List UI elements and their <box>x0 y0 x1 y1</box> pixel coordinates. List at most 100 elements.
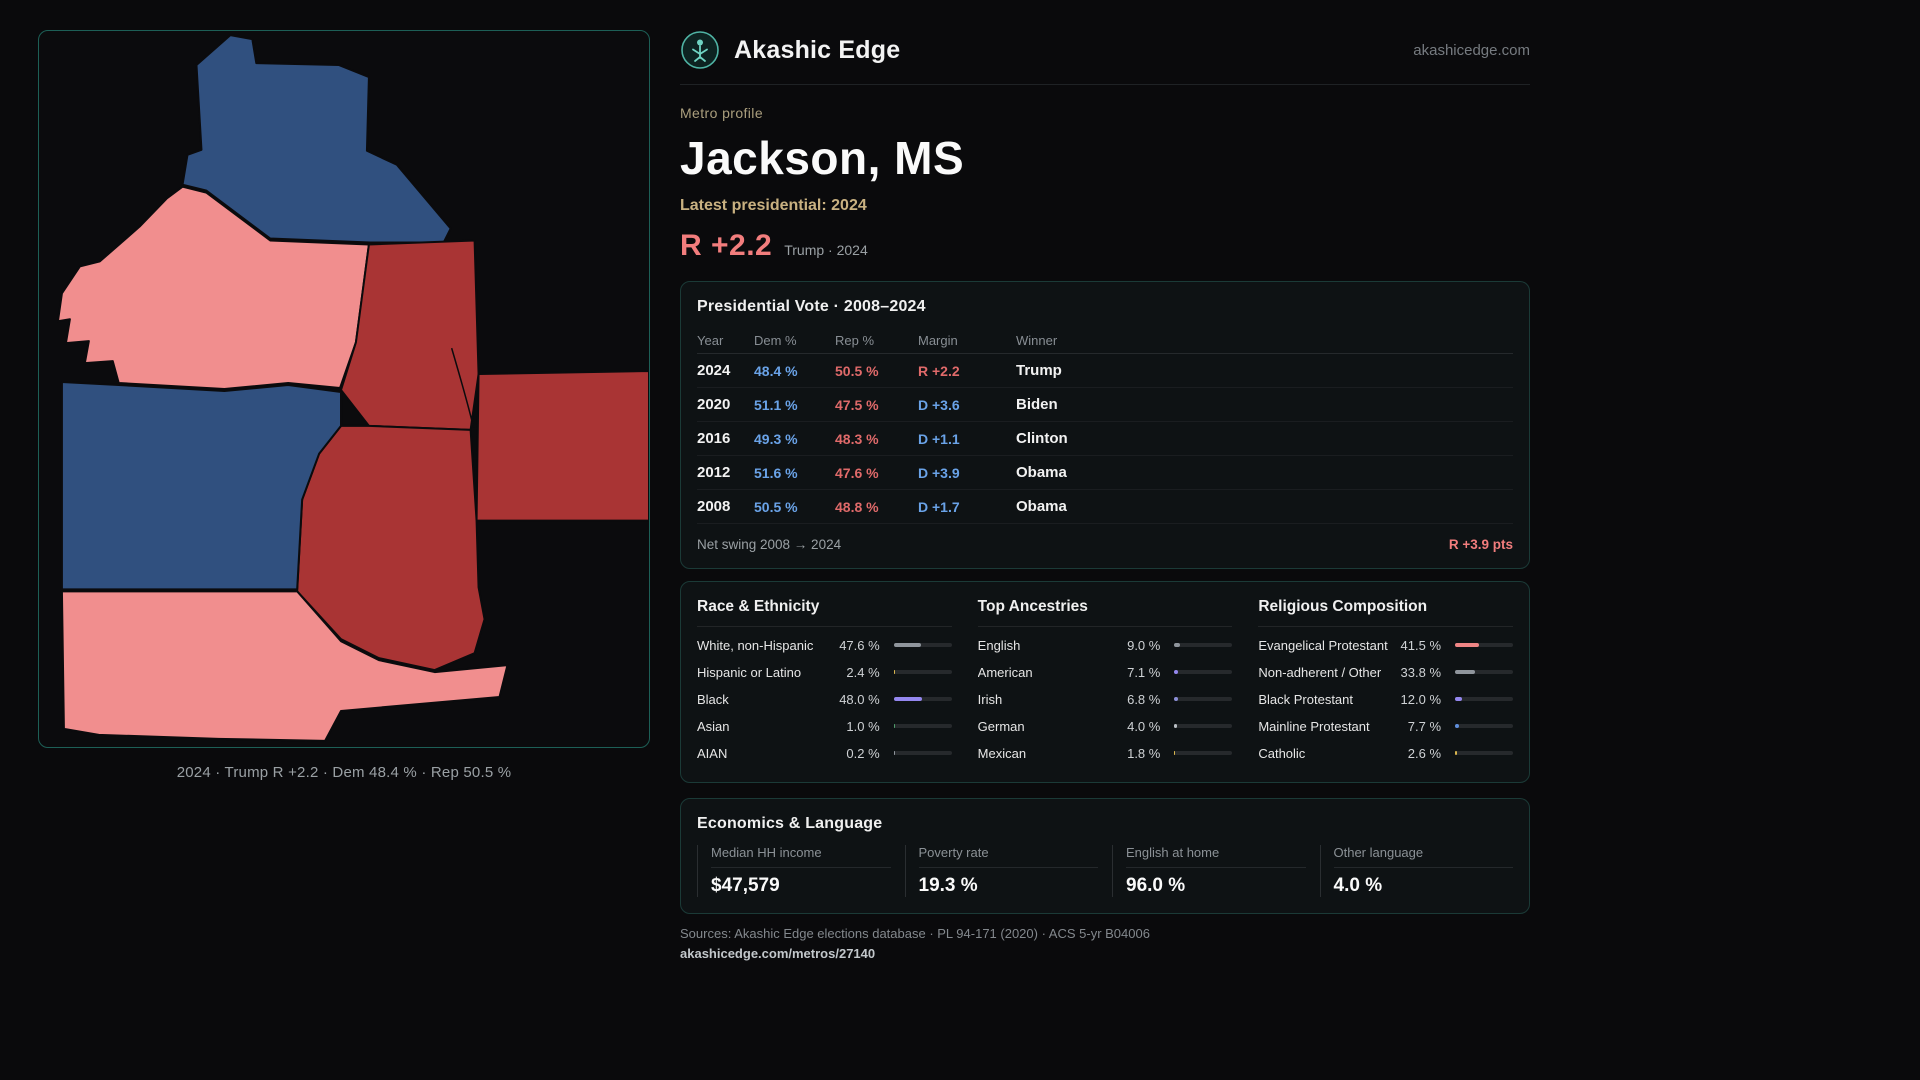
demo-bar-fill <box>893 643 922 647</box>
cell-winner: Obama <box>1016 464 1067 481</box>
cell-rep-pct: 48.3 % <box>835 430 879 447</box>
demo-label: Mainline Protestant <box>1258 718 1370 734</box>
demo-bar-track <box>893 751 952 755</box>
demo-row: Mainline Protestant 7.7 % <box>1258 713 1514 739</box>
col-winner: Winner <box>1016 333 1058 348</box>
map-county-southwest-rep-light <box>60 590 509 742</box>
demo-label: German <box>977 718 1025 734</box>
cell-dem-pct: 51.6 % <box>754 464 798 481</box>
stat-poverty-rate: Poverty rate 19.3 % <box>904 845 1098 897</box>
profile-column: Akashic Edge akashicedge.com Metro profi… <box>680 30 1530 963</box>
demo-value: 41.5 % <box>1400 637 1442 653</box>
demo-bar-fill <box>1455 724 1460 728</box>
net-swing-row: Net swing 2008 → 2024 R +3.9 pts <box>697 524 1513 552</box>
demo-bar-track <box>1174 643 1233 647</box>
demo-bar-fill <box>1174 697 1179 701</box>
demo-row: AIAN 0.2 % <box>697 740 952 766</box>
stat-english-at-home: English at home 96.0 % <box>1112 845 1306 897</box>
cell-margin: R +2.2 <box>918 362 960 379</box>
site-link[interactable]: akashicedge.com <box>1413 41 1530 59</box>
cell-rep-pct: 47.6 % <box>835 464 879 481</box>
demo-value: 12.0 % <box>1400 691 1442 707</box>
demo-bar-track <box>1174 751 1233 755</box>
stat-label: Median HH income <box>711 845 891 868</box>
demo-value: 2.6 % <box>1407 745 1442 761</box>
demo-bar-track <box>1174 670 1233 674</box>
demo-value: 2.4 % <box>846 664 880 680</box>
stat-value: 4.0 % <box>1333 875 1383 896</box>
demo-value: 0.2 % <box>846 745 880 761</box>
cell-margin: D +1.1 <box>918 430 960 447</box>
demo-label: Asian <box>697 718 730 734</box>
demo-bar-track <box>1455 697 1514 701</box>
demo-label: Non-adherent / Other <box>1258 664 1382 680</box>
demo-bar-fill <box>893 697 922 701</box>
demo-label: Irish <box>977 691 1003 707</box>
cell-rep-pct: 48.8 % <box>835 498 879 515</box>
demo-value: 33.8 % <box>1400 664 1442 680</box>
cell-winner: Clinton <box>1016 430 1068 447</box>
demo-row: German 4.0 % <box>978 713 1233 739</box>
demo-label: Evangelical Protestant <box>1258 637 1388 653</box>
vote-row-2008: 2008 50.5 % 48.8 % D +1.7 Obama <box>697 490 1513 524</box>
demo-bar-fill <box>1174 670 1179 674</box>
demo-value: 1.0 % <box>846 718 880 734</box>
demo-row: English 9.0 % <box>978 632 1233 658</box>
col-dem: Dem % <box>754 333 797 348</box>
demo-value: 7.7 % <box>1407 718 1442 734</box>
cell-dem-pct: 50.5 % <box>754 498 798 515</box>
demo-bar-fill <box>1174 643 1180 647</box>
demo-value: 1.8 % <box>1127 745 1161 761</box>
map-county-northwest-rep-light <box>56 185 370 390</box>
demo-value: 7.1 % <box>1127 664 1161 680</box>
demo-row: Catholic 2.6 % <box>1258 740 1514 766</box>
vote-table-header: Year Dem % Rep % Margin Winner <box>697 328 1513 354</box>
demo-label: Catholic <box>1258 745 1306 761</box>
demo-label: Black <box>697 691 729 707</box>
cell-year: 2008 <box>697 498 731 515</box>
cell-margin: D +3.9 <box>918 464 960 481</box>
demo-bar-fill <box>1455 670 1475 674</box>
demo-bar-track <box>1174 697 1233 701</box>
map-column: 2024 · Trump R +2.2 · Dem 48.4 % · Rep 5… <box>38 30 650 963</box>
demo-value: 4.0 % <box>1127 718 1161 734</box>
demo-label: Black Protestant <box>1258 691 1353 707</box>
cell-margin: D +3.6 <box>918 396 960 413</box>
demo-row: Evangelical Protestant 41.5 % <box>1258 632 1514 658</box>
map-county-east-rep <box>475 370 649 522</box>
headline-margin: R +2.2 Trump · 2024 <box>680 229 1530 263</box>
cell-dem-pct: 51.1 % <box>754 396 798 413</box>
col-rep: Rep % <box>835 333 875 348</box>
demo-value: 47.6 % <box>839 637 880 653</box>
margin-note: Trump · 2024 <box>784 242 868 258</box>
demo-bar-fill <box>893 724 895 728</box>
cell-year: 2012 <box>697 464 731 481</box>
demo-value: 48.0 % <box>839 691 880 707</box>
vote-row-2016: 2016 49.3 % 48.3 % D +1.1 Clinton <box>697 422 1513 456</box>
col-margin: Margin <box>918 333 958 348</box>
demo-label: White, non-Hispanic <box>697 637 814 653</box>
vote-table: Year Dem % Rep % Margin Winner 2024 48.4… <box>697 328 1513 552</box>
demo-bar-fill <box>893 751 895 755</box>
cell-winner: Trump <box>1016 362 1062 379</box>
demo-bar-track <box>1455 751 1514 755</box>
page-title: Jackson, MS <box>680 132 965 184</box>
net-swing-label: Net swing 2008 → 2024 <box>697 537 842 552</box>
demo-bar-track <box>1455 643 1514 647</box>
economics-language-card: Economics & Language Median HH income $4… <box>680 798 1530 914</box>
demo-bar-fill <box>1455 697 1462 701</box>
cell-rep-pct: 50.5 % <box>835 362 879 379</box>
race-ethnicity-section: Race & Ethnicity White, non-Hispanic 47.… <box>697 598 952 766</box>
stat-value: 19.3 % <box>918 875 978 896</box>
permalink[interactable]: akashicedge.com/metros/27140 <box>680 946 876 961</box>
demo-bar-track <box>893 697 952 701</box>
metro-profile-kicker: Metro profile <box>680 105 764 121</box>
demo-value: 6.8 % <box>1127 691 1161 707</box>
economics-stats: Median HH income $47,579 Poverty rate 19… <box>697 845 1513 897</box>
demo-bar-fill <box>1455 751 1457 755</box>
demo-row: Non-adherent / Other 33.8 % <box>1258 659 1514 685</box>
cell-rep-pct: 47.5 % <box>835 396 879 413</box>
demo-row: American 7.1 % <box>978 659 1233 685</box>
demo-row: White, non-Hispanic 47.6 % <box>697 632 952 658</box>
cell-winner: Biden <box>1016 396 1058 413</box>
